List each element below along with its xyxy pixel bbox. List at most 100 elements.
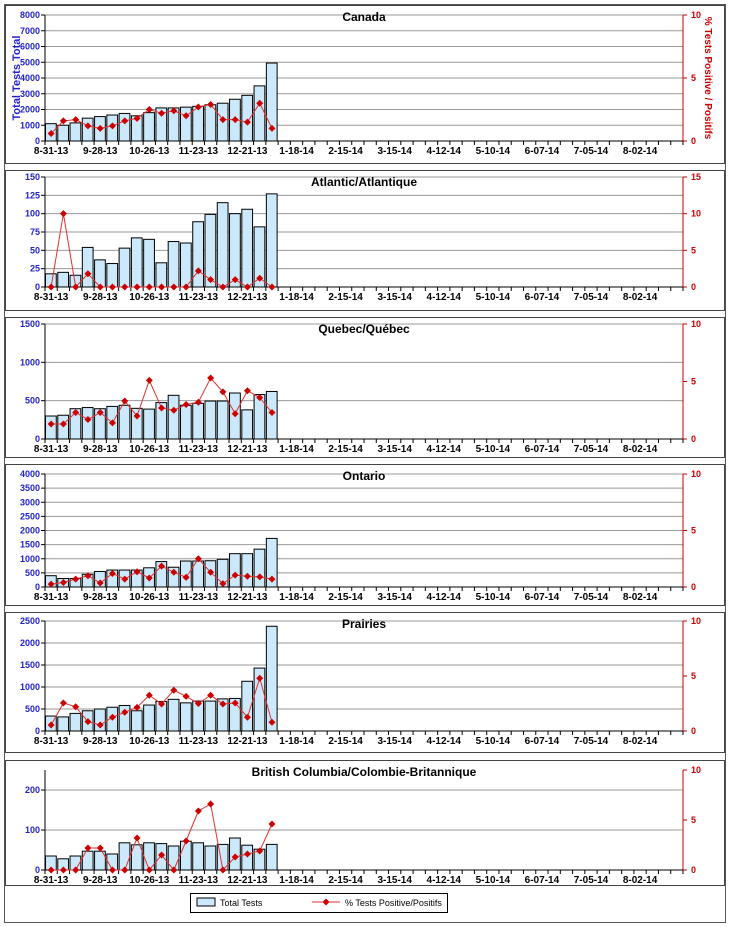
point-pct-positive: [84, 844, 92, 852]
legend-marker-icon: [322, 898, 330, 906]
point-pct-positive: [47, 420, 55, 428]
x-tick-label: 11-23-13: [179, 292, 219, 303]
x-tick-label: 12-21-13: [227, 875, 267, 886]
bar-total-tests: [81, 246, 94, 288]
point-pct-positive: [182, 401, 190, 408]
point-pct-positive: [108, 122, 116, 130]
x-tick-label: 6-07-14: [525, 736, 560, 747]
point-pct-positive: [231, 699, 239, 707]
panel-4: 0 500 1000 1500 2000 2500 0 5 10 8-31-13 9-28-13 10…: [5, 612, 725, 753]
x-tick-label: 8-31-13: [34, 736, 69, 747]
point-pct-positive: [96, 579, 104, 587]
bar-total-tests: [143, 408, 155, 440]
bar-total-tests: [167, 241, 180, 288]
x-tick-label: 2-15-14: [328, 736, 363, 747]
x-tick-label: 11-23-13: [179, 592, 219, 603]
x-tick-label: 7-05-14: [574, 444, 609, 455]
point-pct-positive: [47, 580, 55, 588]
point-pct-positive: [133, 283, 141, 291]
x-tick-label: 5-10-14: [476, 292, 511, 303]
bar-total-tests: [118, 842, 131, 871]
y2-tick-label: 5: [691, 73, 696, 83]
point-pct-positive: [268, 575, 276, 583]
point-pct-positive: [194, 398, 202, 406]
point-pct-positive: [84, 572, 92, 580]
point-pct-positive: [243, 713, 251, 721]
x-tick-label: 8-02-14: [623, 736, 658, 747]
legend-bar-swatch: [196, 897, 216, 907]
x-tick-label: 2-15-14: [328, 292, 363, 303]
bar-total-tests: [253, 85, 266, 142]
y2-tick-label: 0: [691, 434, 696, 444]
bar-total-tests: [192, 221, 205, 288]
point-pct-positive: [133, 834, 141, 842]
point-pct-positive: [133, 412, 141, 420]
legend-bar-label: Total Tests: [220, 898, 263, 908]
x-tick-label: 2-15-14: [328, 592, 363, 603]
point-pct-positive: [219, 388, 227, 396]
point-pct-positive: [133, 703, 141, 711]
outer-border: [4, 4, 726, 923]
bar-total-tests: [57, 271, 70, 288]
point-pct-positive: [108, 713, 116, 721]
x-tick-label: 8-31-13: [34, 592, 69, 603]
bar-total-tests: [143, 238, 155, 288]
point-pct-positive: [268, 409, 276, 417]
point-pct-positive: [133, 568, 141, 576]
bar-total-tests: [179, 702, 192, 732]
point-pct-positive: [158, 700, 166, 708]
point-pct-positive: [231, 853, 239, 861]
point-pct-positive: [243, 850, 251, 858]
point-pct-positive: [59, 210, 67, 218]
point-pct-positive: [72, 116, 80, 124]
x-tick-label: 9-28-13: [83, 146, 118, 157]
bar-total-tests: [69, 122, 82, 142]
legend: Total Tests % Tests Positive/Positifs: [190, 893, 448, 913]
point-pct-positive: [72, 703, 80, 711]
y-tick-label: 0: [35, 865, 40, 875]
point-pct-positive: [194, 700, 202, 707]
y2-tick-label: 0: [691, 726, 696, 736]
point-pct-positive: [158, 851, 166, 859]
y2-tick-label: 0: [691, 136, 696, 146]
y-tick-label: 1500: [20, 319, 40, 329]
x-tick-label: 7-05-14: [574, 146, 609, 157]
x-tick-label: 10-26-13: [129, 146, 169, 157]
point-pct-positive: [84, 270, 92, 278]
right-axis-title: % Tests Positive / Positifs: [702, 17, 713, 140]
point-pct-positive: [108, 569, 116, 577]
y2-tick-label: 5: [691, 526, 696, 536]
bar-total-tests: [204, 845, 217, 871]
point-pct-positive: [194, 555, 202, 563]
point-pct-positive: [72, 575, 80, 583]
point-pct-positive: [231, 571, 239, 579]
y-tick-label: 4000: [20, 469, 40, 479]
x-tick-label: 10-26-13: [129, 592, 169, 603]
point-pct-positive: [59, 866, 67, 874]
bar-total-tests: [179, 404, 192, 440]
x-tick-label: 11-23-13: [179, 444, 219, 455]
bar-total-tests: [179, 560, 192, 588]
y-tick-label: 125: [25, 190, 40, 200]
bar-total-tests: [57, 124, 70, 142]
y2-tick-label: 10: [691, 10, 701, 20]
point-pct-positive: [256, 573, 264, 581]
x-tick-label: 2-15-14: [328, 444, 363, 455]
y-tick-label: 50: [30, 245, 40, 255]
x-tick-label: 4-12-14: [427, 292, 462, 303]
point-pct-positive: [207, 100, 215, 108]
x-tick-label: 12-21-13: [227, 444, 267, 455]
bar-total-tests: [81, 850, 94, 871]
point-pct-positive: [47, 866, 55, 874]
panel-title: Canada: [342, 10, 386, 24]
y-tick-label: 4000: [20, 73, 40, 83]
point-pct-positive: [194, 103, 202, 111]
bar-total-tests: [167, 394, 180, 440]
point-pct-positive: [219, 116, 227, 124]
y-tick-label: 0: [35, 582, 40, 592]
y-tick-label: 500: [25, 568, 40, 578]
point-pct-positive: [243, 572, 251, 580]
bar-total-tests: [216, 400, 229, 440]
point-pct-positive: [145, 574, 153, 582]
